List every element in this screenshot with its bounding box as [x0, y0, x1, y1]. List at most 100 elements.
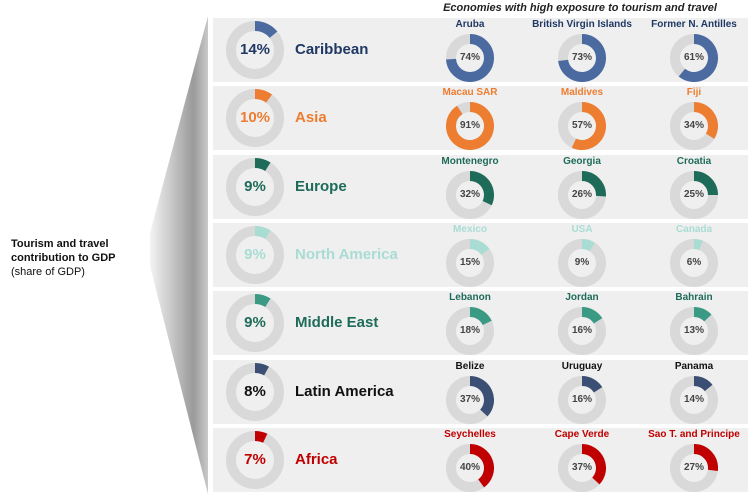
economy-percent-label: 91%: [459, 120, 480, 132]
economy-name: Macau SAR: [442, 87, 498, 99]
economy-donut: [558, 307, 606, 356]
donut-value-arc: [254, 294, 271, 308]
economy-item: Bahrain 13%: [638, 291, 750, 356]
economy-donut: [670, 375, 718, 424]
region-percent-label: 10%: [239, 109, 271, 127]
economy-donut: [558, 238, 606, 287]
economy-name: Jordan: [565, 292, 599, 304]
region-name: Africa: [295, 450, 338, 468]
donut-value-arc: [581, 170, 606, 197]
economy-name: Bahrain: [675, 292, 713, 304]
economy-item: Belize 37%: [414, 360, 526, 424]
economy-item: Panama 14%: [638, 360, 750, 424]
economy-item: USA 9%: [526, 223, 638, 287]
region-percent-label: 7%: [244, 450, 266, 468]
region-name: North America: [295, 245, 398, 263]
economy-name: Cape Verde: [554, 428, 610, 440]
donut-value-arc: [469, 375, 494, 416]
side-label: Tourism and travel contribution to GDP (…: [11, 237, 141, 279]
economy-item: Maldives 57%: [526, 86, 638, 151]
economy-donut: [558, 443, 606, 492]
economy-donut: [670, 102, 718, 151]
economy-name: Montenegro: [441, 155, 499, 167]
economy-item: Croatia 25%: [638, 155, 750, 219]
economy-name: Fiji: [686, 87, 702, 99]
economy-percent-label: 40%: [459, 461, 480, 473]
donut-value-arc: [581, 443, 606, 485]
donut-value-arc: [469, 307, 492, 326]
region-name: Asia: [295, 109, 327, 127]
economy-donut: [670, 307, 718, 356]
economy-item: British Virgin Islands 73%: [526, 18, 638, 82]
donut-value-arc: [693, 307, 712, 322]
donut-value-arc: [254, 362, 269, 375]
economy-percent-label: 74%: [459, 52, 480, 63]
economy-item: Aruba 74%: [414, 18, 526, 82]
economy-percent-label: 26%: [571, 188, 592, 200]
economy-item: Macau SAR 91%: [414, 86, 526, 151]
economy-name: Uruguay: [561, 360, 603, 372]
donut-value-arc: [558, 34, 606, 82]
region-row: 8% Latin America Belize 37% Uruguay 16% Panama…: [213, 359, 750, 424]
donut-value-arc: [581, 238, 595, 252]
economy-percent-label: 73%: [571, 52, 592, 63]
donut-value-arc: [254, 430, 268, 443]
economy-item: Lebanon 18%: [414, 291, 526, 356]
donut-value-arc: [469, 238, 490, 256]
economy-percent-label: 6%: [686, 256, 702, 268]
economy-name: Panama: [674, 360, 714, 372]
economy-percent-label: 27%: [683, 461, 704, 473]
economy-name: Aruba: [455, 19, 485, 30]
economy-name: Mexico: [453, 223, 487, 235]
economy-donut: [670, 443, 718, 492]
economy-percent-label: 13%: [683, 325, 704, 337]
economy-percent-label: 9%: [574, 256, 590, 268]
region-name: Middle East: [295, 314, 379, 332]
donut-value-arc: [693, 238, 703, 250]
economy-name: Seychelles: [444, 428, 496, 440]
region-percent-label: 9%: [244, 245, 266, 263]
economy-percent-label: 37%: [571, 461, 592, 473]
economy-name: Georgia: [563, 155, 601, 167]
economy-percent-label: 25%: [683, 188, 704, 200]
economy-item: Mexico 15%: [414, 223, 526, 287]
economy-percent-label: 14%: [683, 393, 704, 405]
donut-value-arc: [581, 307, 603, 325]
economy-item: Former N. Antilles 61%: [638, 18, 750, 82]
donut-value-arc: [693, 375, 713, 391]
economy-name: USA: [571, 223, 593, 235]
donut-value-arc: [254, 157, 271, 171]
economy-donut: [446, 238, 494, 287]
donut-value-arc: [678, 34, 718, 82]
region-donut: [226, 89, 284, 148]
economy-item: Sao T. and Principe 27%: [638, 428, 750, 492]
donut-value-arc: [254, 225, 271, 240]
economy-donut: [446, 375, 494, 424]
economy-name: Canada: [675, 223, 713, 235]
economy-donut: [446, 307, 494, 356]
region-percent-label: 8%: [244, 382, 266, 400]
economy-donut: [446, 443, 494, 492]
region-row: 9% North America Mexico 15% USA 9% Canada 6%: [213, 222, 748, 287]
economy-donut: [558, 102, 606, 151]
region-percent-label: 9%: [244, 177, 266, 195]
economy-percent-label: 34%: [683, 120, 704, 132]
region-donut: [226, 21, 284, 79]
economy-name: Belize: [455, 360, 485, 372]
economy-name: Sao T. and Principe: [648, 428, 740, 440]
economy-item: Jordan 16%: [526, 291, 638, 356]
region-row: 10% Asia Macau SAR 91% Maldives 57% Fiji 34%: [213, 86, 748, 151]
economy-donut: [446, 34, 494, 82]
donut-value-arc: [254, 89, 273, 104]
region-donut: [226, 294, 284, 353]
economy-percent-label: 61%: [683, 52, 704, 63]
economy-percent-label: 16%: [571, 393, 592, 405]
donut-value-arc: [446, 34, 494, 82]
region-name: Caribbean: [295, 41, 369, 58]
economy-item: Georgia 26%: [526, 155, 638, 219]
region-donut: [226, 362, 284, 421]
economy-percent-label: 32%: [459, 188, 480, 200]
region-percent-label: 9%: [244, 314, 266, 332]
economy-name: British Virgin Islands: [532, 19, 632, 30]
region-row: 7% Africa Seychelles 40% Cape Verde 37% Sao T.…: [213, 427, 750, 492]
